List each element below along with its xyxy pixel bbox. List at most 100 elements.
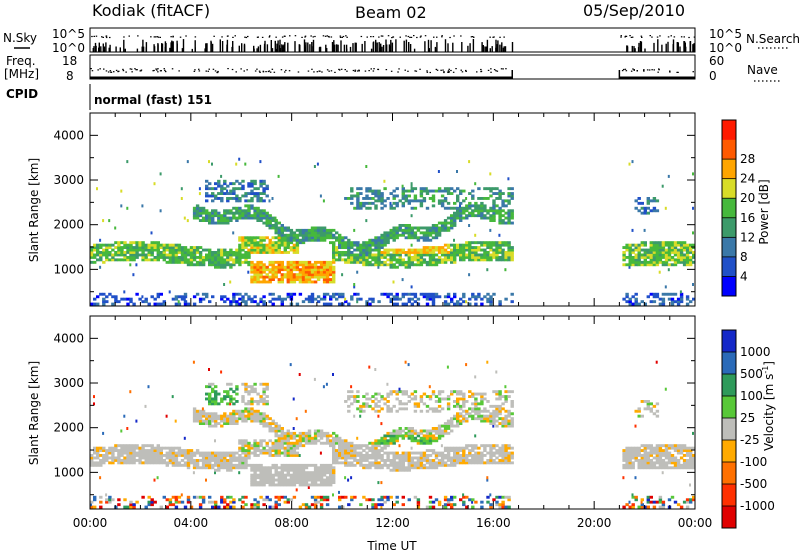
heatmap-cell [459,419,463,423]
heatmap-cell [247,248,251,252]
heatmap-cell [453,461,457,465]
heatmap-cell [425,297,430,301]
heatmap-cell [667,292,672,296]
heatmap-cell [292,434,297,438]
heatmap-cell [431,251,436,254]
heatmap-cell [313,260,318,264]
heatmap-cell [105,300,109,304]
heatmap-cell [201,211,206,215]
heatmap-cell [443,427,448,430]
heatmap-cell [229,382,233,386]
heatmap-cell [404,427,408,430]
heatmap-cell [431,248,436,252]
heatmap-cell [374,258,378,262]
heatmap-cell [443,302,448,306]
heatmap-cell [289,241,294,245]
heatmap-cell [111,454,115,457]
heatmap-cell [658,251,663,254]
heatmap-cell [471,461,475,465]
heatmap-cell [223,258,227,262]
heatmap-cell [108,253,112,257]
nave-dot [621,70,624,72]
heatmap-cell [371,441,375,445]
heatmap-cell [147,385,150,389]
heatmap-cell [238,157,241,161]
heatmap-cell [214,463,218,467]
heatmap-cell [313,466,318,470]
heatmap-cell [268,221,272,225]
heatmap-cell [389,461,393,465]
heatmap-cell [147,246,151,249]
heatmap-cell [371,454,375,457]
heatmap-cell [183,253,188,257]
nave-dot [140,69,143,71]
heatmap-cell [235,260,239,264]
heatmap-cell [295,260,300,264]
nsky-bar [661,44,663,52]
heatmap-cell [431,409,436,413]
heatmap-cell [689,300,693,304]
nsearch-dot [93,35,95,37]
heatmap-cell [126,505,130,509]
heatmap-cell [250,275,254,279]
heatmap-cell [350,476,353,480]
heatmap-cell [450,424,454,428]
heatmap-cell [244,419,248,423]
heatmap-cell [383,243,387,247]
heatmap-cell [135,500,139,504]
heatmap-cell [332,454,336,457]
heatmap-cell [383,459,387,462]
heatmap-cell [195,459,200,462]
heatmap-cell [195,209,200,213]
heatmap-cell [238,446,242,450]
heatmap-cell [462,446,466,450]
heatmap-cell [437,409,442,413]
heatmap-cell [292,260,297,264]
heatmap-cell [371,189,375,193]
heatmap-cell [208,459,212,462]
heatmap-cell [208,500,212,504]
heatmap-cell [304,268,309,272]
heatmap-cell [93,246,97,249]
heatmap-cell [198,246,203,249]
nsearch-tick-low: 10^0 [709,41,742,55]
heatmap-cell [353,283,356,286]
heatmap-cell [374,446,378,450]
heatmap-cell [238,466,242,470]
heatmap-cell [253,414,257,418]
heatmap-cell [401,407,405,411]
heatmap-cell [268,300,272,304]
heatmap-cell [374,263,378,267]
heatmap-cell [253,300,257,304]
heatmap-cell [153,461,157,465]
heatmap-cell [156,444,160,448]
heatmap-cell [198,414,203,418]
heatmap-cell [201,495,206,499]
heatmap-cell [501,209,505,213]
nsky-bar [495,47,497,52]
nave-dot [91,70,94,72]
heatmap-cell [208,454,212,457]
heatmap-cell [256,251,260,254]
heatmap-cell [165,505,169,509]
nsky-bar [375,39,377,52]
heatmap-cell [428,407,433,411]
heatmap-cell [180,493,183,497]
heatmap-cell [220,197,224,200]
heatmap-cell [456,390,460,394]
heatmap-cell [126,206,129,210]
heatmap-cell [652,197,657,200]
heatmap-cell [401,260,405,264]
heatmap-cell [462,209,466,213]
nsearch-dot [441,35,443,37]
heatmap-cell [344,260,348,264]
heatmap-cell [205,184,209,188]
heatmap-cell [232,500,236,504]
heatmap-cell [341,273,344,277]
heatmap-cell [341,449,345,452]
heatmap-cell [504,221,508,225]
nsky-bar [153,44,155,52]
nsky-bar [337,44,339,52]
heatmap-cell [250,243,254,247]
heatmap-cell [356,201,360,205]
